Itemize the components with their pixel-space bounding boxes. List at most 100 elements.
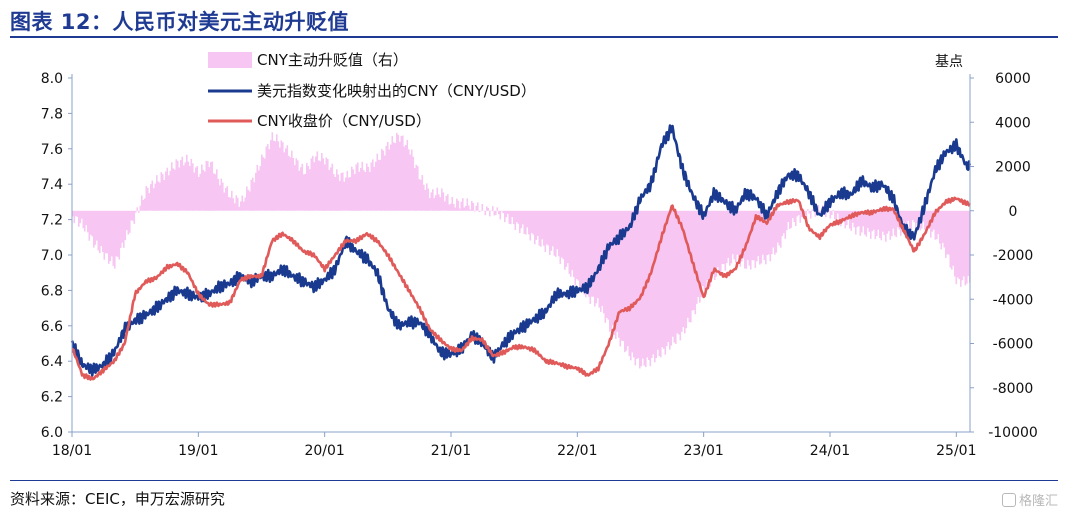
bar-mark-238: [429, 198, 431, 211]
bar-mark-258: [459, 208, 461, 211]
bar-mark-523: [856, 210, 859, 228]
bar-mark-99: [220, 178, 223, 211]
bar-mark-511: [838, 210, 841, 219]
bar-mark-35: [124, 210, 127, 241]
bar-mark-10: [87, 210, 89, 233]
bar-mark-531: [868, 210, 871, 232]
bar-mark-340: [582, 210, 584, 285]
bar-mark-292: [510, 210, 512, 225]
bar-mark-592: [960, 210, 962, 287]
bar-mark-38: [129, 210, 131, 233]
bar-mark-559: [910, 210, 913, 230]
bar-mark-439: [730, 210, 733, 264]
bar-mark-425: [709, 210, 712, 287]
bar-mark-50: [147, 187, 149, 211]
bar-mark-98: [219, 185, 221, 211]
left-tick-label-8: 6.4: [41, 354, 63, 370]
bar-mark-289: [505, 210, 508, 218]
bar-mark-393: [661, 210, 664, 348]
bar-mark-192: [360, 167, 362, 211]
bar-mark-466: [771, 210, 773, 255]
bar-mark-361: [613, 210, 616, 336]
bar-mark-112: [240, 201, 242, 211]
bar-mark-252: [450, 203, 452, 211]
bar-mark-429: [715, 210, 718, 277]
bar-mark-441: [733, 210, 736, 260]
bar-mark-186: [351, 166, 353, 211]
bar-mark-66: [171, 162, 173, 211]
bar-mark-70: [177, 160, 179, 211]
bar-mark-357: [607, 210, 610, 320]
bar-mark-205: [379, 159, 382, 211]
bar-mark-350: [597, 210, 599, 299]
bar-mark-311: [538, 210, 541, 246]
bar-mark-41: [133, 210, 136, 224]
bar-mark-590: [957, 210, 959, 278]
bar-mark-365: [619, 210, 622, 347]
bar-mark-264: [468, 205, 470, 211]
bar-mark-345: [589, 210, 592, 304]
bar-mark-282: [495, 210, 497, 215]
bar-mark-428: [714, 210, 716, 280]
bar-mark-28: [114, 210, 116, 269]
bar-mark-423: [706, 210, 709, 281]
bar-mark-392: [660, 210, 662, 358]
bar-mark-447: [742, 210, 745, 259]
bar-mark-510: [837, 210, 839, 214]
bar-mark-78: [189, 166, 191, 211]
left-tick-label-4: 7.2: [41, 213, 63, 229]
bar-mark-505: [829, 210, 832, 219]
bar-mark-148: [294, 165, 296, 211]
bar-mark-208: [384, 155, 386, 211]
bar-mark-44: [138, 210, 140, 213]
bar-mark-424: [708, 210, 710, 281]
legend: CNY主动升贬值（右） 美元指数变化映射出的CNY（CNY/USD） CNY收盘价（…: [208, 51, 536, 130]
bar-mark-486: [801, 210, 803, 217]
footer-rule: [10, 480, 1058, 481]
bar-mark-88: [204, 171, 206, 211]
bar-mark-519: [850, 210, 853, 231]
bar-mark-452: [750, 210, 752, 270]
bar-mark-454: [753, 210, 755, 261]
bar-mark-314: [543, 210, 545, 246]
right-tick-label-0: 6000: [995, 71, 1031, 87]
bar-mark-502: [825, 210, 827, 218]
bar-mark-95: [214, 174, 217, 211]
bar-mark-509: [835, 210, 838, 222]
bar-mark-89: [205, 160, 208, 211]
bar-mark-20: [102, 210, 104, 252]
bar-mark-167: [322, 158, 325, 211]
bar-mark-584: [948, 210, 950, 255]
bar-mark-394: [663, 210, 665, 349]
bar-mark-580: [942, 210, 944, 243]
bar-mark-210: [387, 142, 389, 211]
bar-mark-495: [814, 210, 817, 217]
bar-mark-317: [547, 210, 550, 246]
bar-mark-375: [634, 210, 637, 366]
bar-mark-237: [427, 188, 430, 211]
bar-mark-455: [754, 210, 757, 268]
bar-mark-271: [478, 210, 481, 213]
bar-mark-253: [451, 197, 454, 211]
bar-mark-204: [378, 159, 380, 211]
bar-mark-100: [222, 182, 224, 211]
bar-mark-368: [624, 210, 626, 353]
bar-mark-296: [516, 210, 518, 223]
bar-mark-75: [184, 162, 187, 211]
bar-mark-134: [273, 140, 275, 211]
bar-mark-402: [675, 210, 677, 344]
bar-mark-579: [940, 210, 943, 250]
bar-mark-74: [183, 165, 185, 211]
bar-mark-304: [528, 210, 530, 235]
bar-mark-114: [243, 201, 245, 211]
bar-mark-14: [93, 210, 95, 248]
bar-mark-574: [933, 210, 935, 230]
bar-mark-263: [466, 198, 469, 211]
bar-mark-96: [216, 169, 218, 211]
bar-mark-373: [631, 210, 634, 353]
bar-mark-390: [657, 210, 659, 350]
bar-mark-141: [283, 152, 286, 211]
bar-mark-477: [787, 210, 790, 222]
bar-mark-280: [492, 206, 494, 211]
bar-mark-448: [744, 210, 746, 269]
